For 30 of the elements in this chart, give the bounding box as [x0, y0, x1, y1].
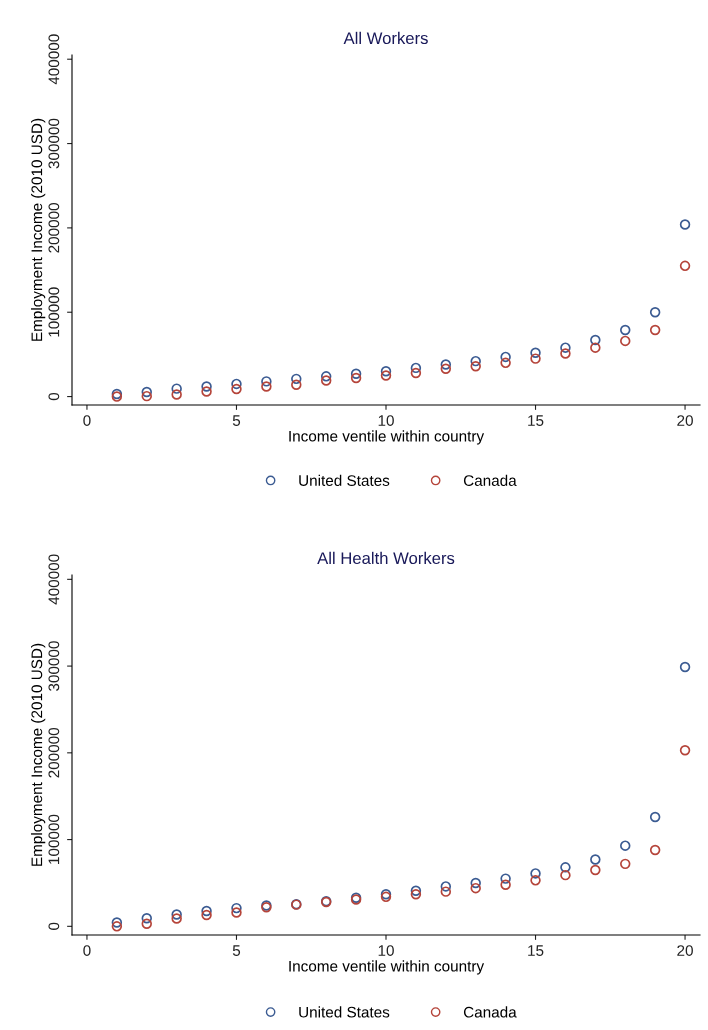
legend-label: Canada — [463, 1006, 517, 1018]
x-tick-label: 15 — [528, 945, 544, 956]
x-tick-label: 0 — [83, 945, 91, 956]
y-tick-label: 300000 — [48, 641, 60, 691]
x-tick-label: 0 — [83, 415, 91, 426]
y-tick-label: 0 — [48, 392, 60, 401]
y-tick-label: 0 — [48, 922, 60, 930]
x-tick-label: 20 — [677, 415, 693, 426]
legend-label: United States — [299, 474, 390, 486]
y-tick-label: 200000 — [48, 727, 60, 778]
legend-label: United States — [299, 1006, 390, 1018]
y-axis-title: Employment Income (2010 USD) — [31, 118, 46, 341]
y-tick-label: 100000 — [48, 287, 60, 337]
y-tick-label: 100000 — [48, 814, 60, 864]
y-tick-label: 200000 — [48, 203, 60, 253]
x-tick-label: 10 — [378, 945, 394, 956]
x-tick-label: 5 — [232, 945, 241, 956]
x-tick-label: 10 — [378, 415, 394, 426]
x-axis-title: Income ventile within country — [289, 430, 485, 445]
x-tick-label: 5 — [232, 415, 241, 426]
y-axis-title: Employment Income (2010 USD) — [31, 643, 46, 866]
chart-title: All Workers — [343, 31, 428, 45]
x-axis-title: Income ventile within country — [289, 960, 485, 975]
x-tick-label: 20 — [677, 945, 693, 956]
chart-title: All Health Workers — [317, 551, 455, 565]
y-tick-label: 400000 — [48, 554, 60, 605]
legend-label: Canada — [463, 474, 517, 486]
y-tick-label: 300000 — [48, 118, 60, 169]
y-tick-label: 400000 — [48, 34, 60, 85]
x-tick-label: 15 — [528, 415, 544, 426]
